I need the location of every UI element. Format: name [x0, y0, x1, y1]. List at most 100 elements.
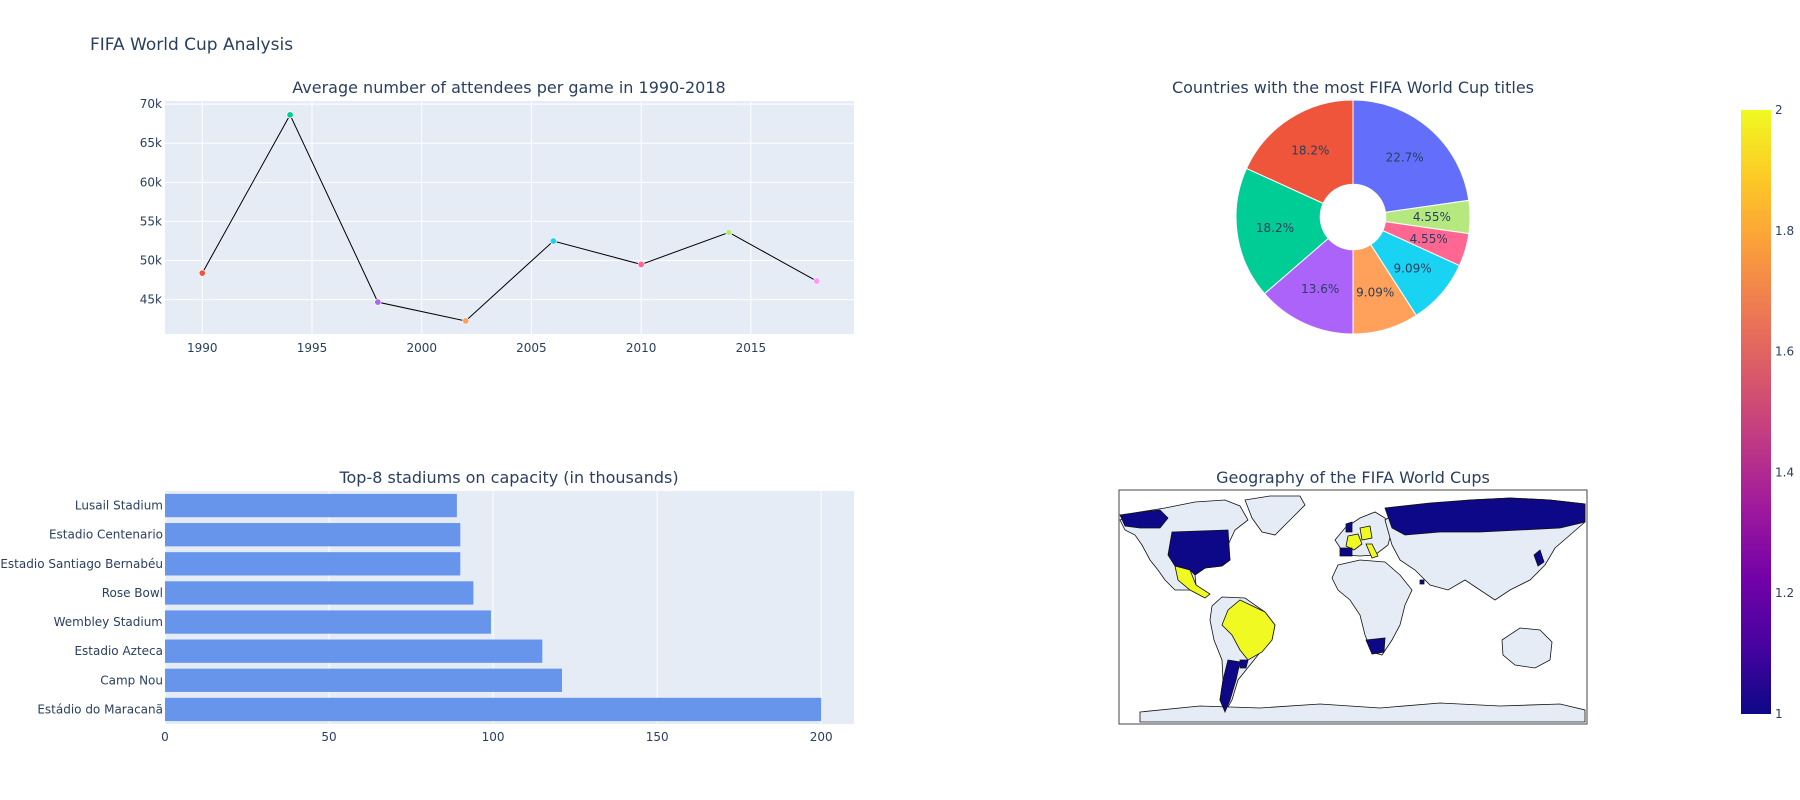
pie-slice [1352, 99, 1470, 213]
bar-x-tick-label: 50 [321, 730, 336, 744]
colorbar-gradient [1741, 110, 1771, 714]
attendance-series-markers [198, 111, 821, 325]
russia-host [1384, 497, 1586, 536]
greenland-land [1244, 495, 1306, 536]
africa-land [1331, 559, 1413, 656]
attendance-point [549, 237, 557, 245]
colorbar: 2 1.8 1.6 1.4 1.2 1 [1741, 103, 1794, 721]
stadium-label: Lusail Stadium [75, 499, 163, 513]
attendance-point [374, 298, 382, 306]
australia-land [1501, 627, 1553, 669]
bar-tick-labels: 0 50 100 150 200 [161, 730, 832, 744]
line-y-tick-label: 50k [140, 254, 162, 268]
map-title: Geography of the FIFA World Cups [1216, 468, 1490, 487]
pie-slice-label: 13.6% [1301, 282, 1339, 296]
line-x-tick-label: 1995 [297, 341, 328, 355]
attendance-point [637, 260, 645, 268]
pie-slice-label: 4.55% [1413, 210, 1451, 224]
stadium-bar [165, 639, 543, 663]
england-host [1345, 521, 1353, 533]
bar-x-tick-label: 0 [161, 730, 169, 744]
stadium-bar-chart: Lusail Stadium Estadio Centenario Estadio … [0, 468, 854, 744]
bar-x-tick-label: 200 [810, 730, 833, 744]
line-x-tick-label: 2005 [516, 341, 547, 355]
pie-chart-title: Countries with the most FIFA World Cup t… [1172, 78, 1534, 97]
pie-slice-label: 9.09% [1394, 262, 1432, 276]
usa-host [1167, 529, 1231, 576]
pie-slice [1245, 99, 1354, 205]
line-y-tick-label: 60k [140, 175, 162, 189]
attendance-point [462, 317, 470, 325]
line-x-tick-label: 2010 [626, 341, 657, 355]
stadium-label: Estádio do Maracanã [37, 702, 163, 716]
bar-x-tick-label: 100 [482, 730, 505, 744]
attendance-series-line [201, 113, 817, 322]
stadium-label: Estadio Santiago Bernabéu [0, 557, 163, 571]
stadium-bar [165, 697, 822, 722]
alaska-host [1119, 509, 1169, 529]
argentina-host [1219, 659, 1241, 714]
stadium-bar [165, 610, 491, 634]
attendance-line-chart: 1990 1995 2000 2005 2010 2015 45k 50k 55k 60k 65k 7… [140, 78, 854, 355]
attendance-point [725, 228, 733, 236]
line-x-tick-label: 2000 [406, 341, 437, 355]
line-y-tick-label: 45k [140, 293, 162, 307]
uruguay-host [1239, 659, 1249, 669]
titles-pie-chart: 22.7% 4.55% 4.55% 9.09%9.09% 13.6% 18.2% 18.2%… [1172, 78, 1534, 335]
pie-slice-label: 18.2% [1291, 144, 1329, 158]
pie-slice-label: 4.55% [1410, 232, 1448, 246]
colorbar-tick: 1.8 [1775, 224, 1794, 238]
stadium-bar [165, 668, 562, 692]
host-country-fills [1119, 497, 1586, 714]
south-africa-host [1365, 637, 1386, 655]
stadium-bar [165, 581, 474, 605]
stadium-label: Wembley Stadium [54, 615, 163, 629]
japan-korea-host [1533, 549, 1545, 567]
line-gridlines [165, 101, 854, 334]
pie-slice-label: 9.09% [1356, 286, 1394, 300]
line-chart-title: Average number of attendees per game in … [292, 78, 725, 97]
bar-chart-title: Top-8 stadiums on capacity (in thousands… [338, 468, 678, 487]
line-y-tick-label: 55k [140, 214, 162, 228]
stadium-label: Camp Nou [100, 673, 163, 687]
stadium-label: Estadio Centenario [49, 528, 163, 542]
colorbar-tick: 1.2 [1775, 586, 1794, 600]
france-host [1345, 533, 1363, 551]
stadium-bar [165, 493, 457, 518]
attendance-point [286, 111, 294, 119]
pie-slice-labels: 22.7% 4.55% 4.55% 9.09%9.09% 13.6% 18.2% 18.2% [1256, 144, 1451, 300]
stadium-category-labels: Lusail Stadium Estadio Centenario Estadio … [0, 499, 163, 717]
line-x-tick-label: 1990 [187, 341, 218, 355]
pie-slice-label: 18.2% [1256, 221, 1294, 235]
colorbar-tick: 1 [1775, 707, 1783, 721]
stadium-label: Estadio Azteca [74, 644, 163, 658]
line-x-tick-label: 2015 [736, 341, 767, 355]
spain-host [1339, 547, 1353, 557]
stadium-label: Rose Bowl [102, 586, 163, 600]
italy-host [1365, 543, 1379, 559]
pie-slice-label: 22.7% [1386, 150, 1424, 164]
colorbar-tick: 2 [1775, 103, 1783, 117]
colorbar-tick: 1.6 [1775, 345, 1794, 359]
stadium-bar [165, 523, 461, 547]
line-plot-area [165, 101, 854, 334]
colorbar-tick-labels: 2 1.8 1.6 1.4 1.2 1 [1775, 103, 1794, 721]
colorbar-tick: 1.4 [1775, 465, 1794, 479]
page-title: FIFA World Cup Analysis [90, 35, 293, 55]
qatar-host [1419, 579, 1425, 585]
attendance-point [813, 277, 821, 285]
attendance-point [198, 269, 206, 277]
mexico-host [1174, 565, 1211, 599]
pie-slice [1263, 237, 1354, 335]
line-tick-labels: 1990 1995 2000 2005 2010 2015 45k 50k 55k 60k 65k 7… [140, 97, 766, 355]
germany-host [1359, 525, 1373, 541]
bar-x-tick-label: 150 [646, 730, 669, 744]
stadium-bars [165, 493, 822, 722]
stadium-bar [165, 552, 461, 576]
antarctica-land [1139, 702, 1586, 723]
world-cup-map: Geography of the FIFA World Cups [1118, 468, 1588, 725]
line-y-tick-label: 70k [140, 97, 162, 111]
pie-slice [1235, 167, 1329, 295]
line-y-tick-label: 65k [140, 136, 162, 150]
